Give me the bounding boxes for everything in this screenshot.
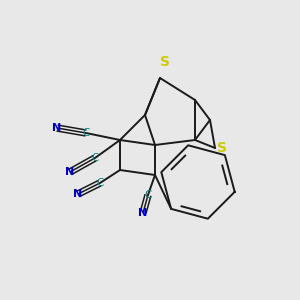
Text: C: C xyxy=(82,128,90,138)
Text: C: C xyxy=(96,178,104,188)
Text: N: N xyxy=(52,123,62,133)
Text: N: N xyxy=(138,208,148,218)
Text: N: N xyxy=(74,189,82,199)
Text: S: S xyxy=(217,141,227,155)
Text: C: C xyxy=(144,190,152,200)
Text: C: C xyxy=(91,153,99,163)
Text: N: N xyxy=(65,167,75,177)
Text: S: S xyxy=(160,55,170,69)
